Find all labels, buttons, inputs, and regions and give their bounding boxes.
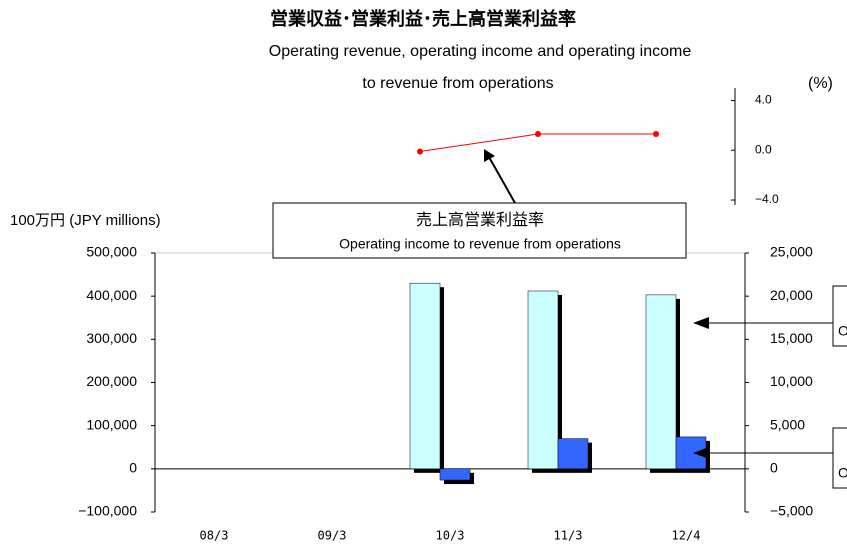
chart-subtitle: Operating revenue, operating income and …	[269, 43, 692, 60]
arrow-head	[484, 149, 495, 162]
arrow-head	[693, 317, 709, 329]
annotation: Operating income to revenue from operati…	[339, 236, 621, 252]
y-tick-label: 300,000	[86, 330, 137, 346]
point	[653, 131, 659, 138]
bar	[409, 282, 441, 470]
y-tick-label: 400,000	[86, 287, 137, 303]
y-axis-label: 100万円 (JPY millions)	[10, 212, 161, 229]
chart-title: 営業収益･営業利益･売上高営業利益率	[270, 8, 576, 29]
bar	[439, 468, 471, 481]
legend-label: Operating revenue	[838, 323, 847, 339]
y2-tick-label: 5,000	[770, 416, 805, 432]
arrow	[488, 156, 516, 204]
y2-tick-label: 15,000	[770, 330, 813, 346]
y-tick-label: 0	[129, 460, 137, 476]
y2-tick-label: 10,000	[770, 373, 813, 389]
x-tick-label: 12/4	[672, 529, 701, 543]
y2-tick-label: 0	[770, 460, 778, 476]
legend-box	[832, 285, 847, 347]
y3-tick-label: 4.0	[755, 93, 772, 107]
bar	[645, 294, 677, 470]
legend-box	[832, 427, 847, 489]
arrow-head	[693, 447, 709, 459]
y3-tick-label: −4.0	[755, 192, 779, 206]
y2-tick-label: 25,000	[770, 244, 813, 260]
x-tick-label: 09/3	[318, 529, 347, 543]
annotation-box	[272, 202, 687, 259]
y3-axis-label: (%)	[808, 75, 833, 92]
point	[417, 148, 423, 155]
x-tick-label: 08/3	[200, 529, 229, 543]
y-tick-label: 500,000	[86, 244, 137, 260]
x-tick-label: 11/3	[554, 529, 583, 543]
y3-tick-label: 0.0	[755, 142, 772, 156]
x-tick-label: 10/3	[436, 529, 465, 543]
annotation: 売上高営業利益率	[416, 211, 544, 229]
y2-tick-label: 20,000	[770, 287, 813, 303]
bar	[557, 438, 589, 470]
point	[535, 131, 541, 138]
chart-subtitle: to revenue from operations	[362, 75, 553, 92]
y-tick-label: −100,000	[78, 503, 137, 519]
y-tick-label: 100,000	[86, 416, 137, 432]
y-tick-label: 200,000	[86, 373, 137, 389]
legend-label: Operating income	[838, 465, 847, 481]
y2-tick-label: −5,000	[770, 503, 813, 519]
bar	[527, 290, 559, 470]
